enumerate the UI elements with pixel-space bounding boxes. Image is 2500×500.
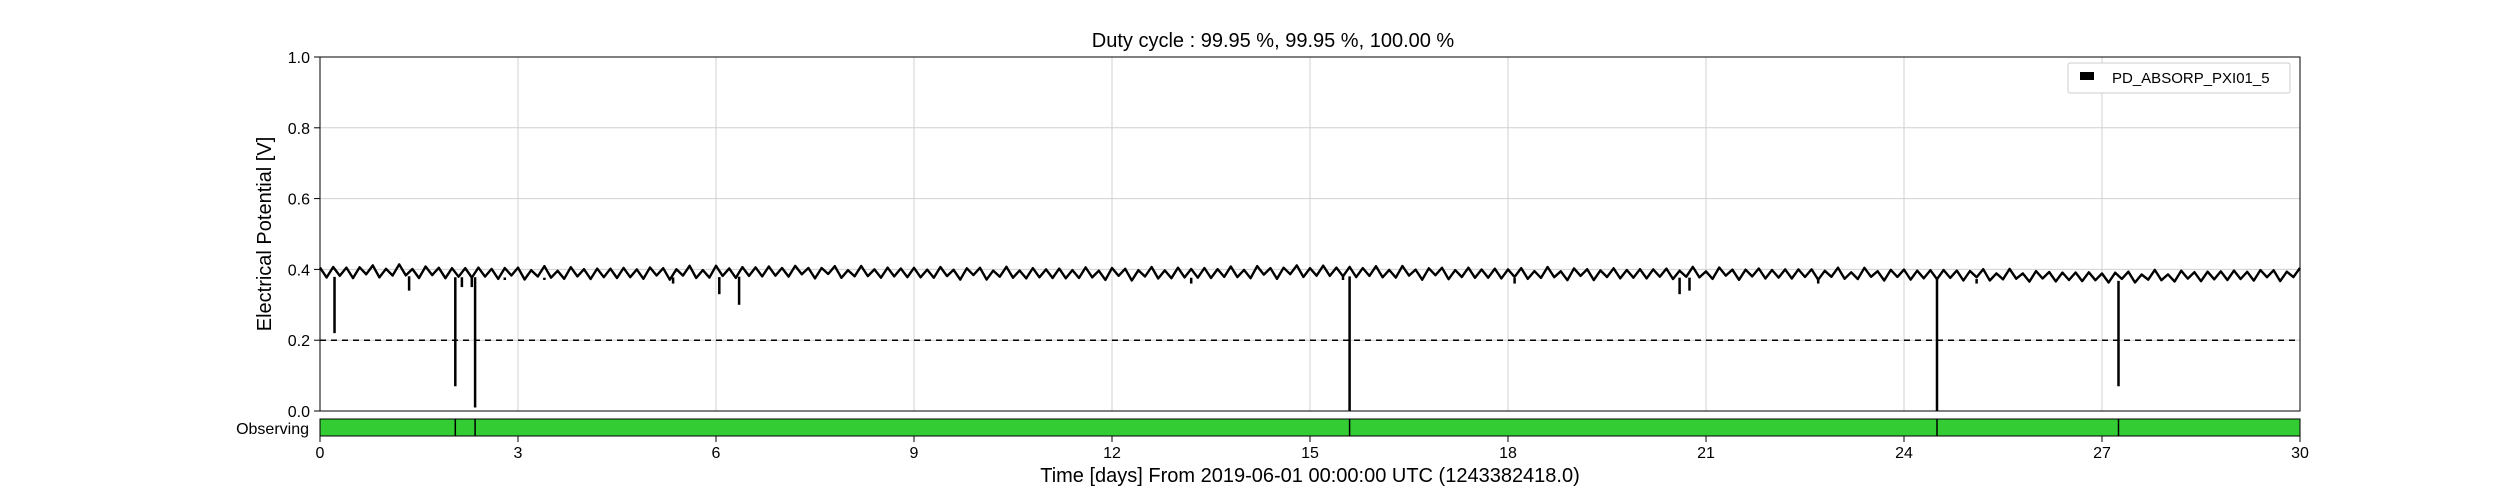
- x-tick-label: 3: [514, 445, 523, 462]
- y-tick-label: 0.8: [288, 121, 310, 138]
- series-0-trace: [319, 263, 2301, 284]
- y-axis-label: Electrical Potential [V]: [254, 137, 276, 332]
- y-tick-label: 0.6: [288, 192, 310, 209]
- x-tick-label: 15: [1301, 445, 1319, 462]
- legend: PD_ABSORP_PXI01_5: [2067, 62, 2291, 94]
- series-layer: [319, 263, 2301, 411]
- y-tick-label: 0.0: [288, 404, 310, 421]
- x-tick-label: 30: [2291, 445, 2309, 462]
- segment-label: Observing: [236, 421, 309, 438]
- y-tick-label: 1.0: [288, 50, 310, 67]
- x-tick-label: 9: [910, 445, 919, 462]
- x-tick-label: 0: [316, 445, 325, 462]
- x-tick-label: 6: [712, 445, 721, 462]
- legend-entry: PD_ABSORP_PXI01_5: [2112, 70, 2270, 87]
- y-tick-label: 0.2: [288, 333, 310, 350]
- y-axis: 0.0 0.2 0.4 0.6 0.8 1.0: [288, 50, 320, 421]
- x-tick-label: 27: [2093, 445, 2111, 462]
- chart-title: Duty cycle : 99.95 %, 99.95 %, 100.00 %: [1092, 30, 1455, 52]
- legend-swatch: [2080, 72, 2094, 80]
- plot-frame: [319, 56, 2301, 412]
- x-tick-label: 18: [1499, 445, 1517, 462]
- observing-segment-bar: [319, 418, 2301, 437]
- grid-lines: [319, 56, 2301, 412]
- legend-box: [2067, 62, 2291, 94]
- observing-segment: [320, 419, 2300, 436]
- x-tick-label: 12: [1103, 445, 1121, 462]
- x-tick-label: 21: [1697, 445, 1715, 462]
- x-tick-label: 24: [1895, 445, 1913, 462]
- x-axis: 0 3 6 9 12 15 18 21 24 27 30: [316, 436, 2309, 462]
- y-tick-label: 0.4: [288, 262, 310, 279]
- x-axis-label: Time [days] From 2019-06-01 00:00:00 UTC…: [1040, 465, 1580, 487]
